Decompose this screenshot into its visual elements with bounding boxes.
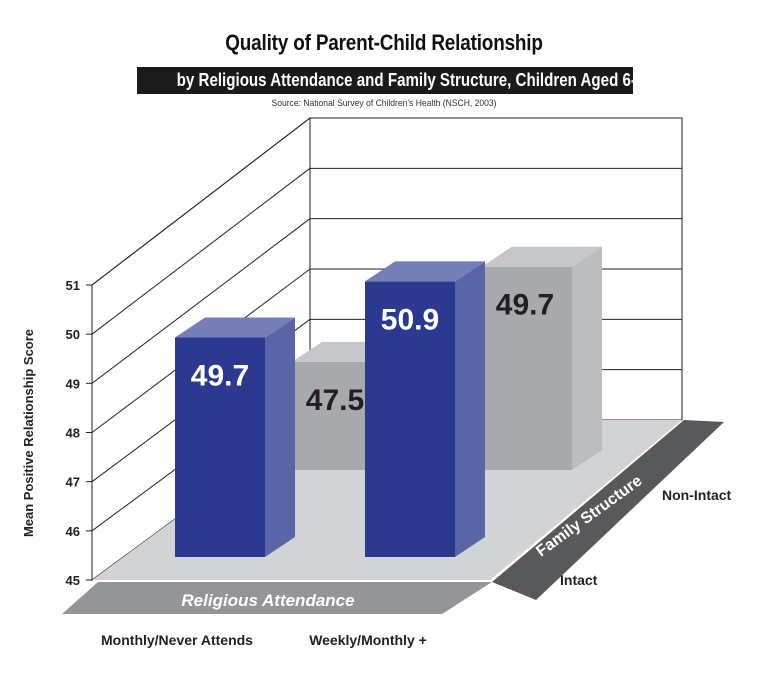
bar-non-intact-1-top [482, 246, 602, 267]
gridline-side [91, 167, 311, 335]
category-label-1: Weekly/Monthly + [309, 632, 427, 648]
y-tick-label: 46 [66, 524, 80, 539]
bar-intact-1-side [455, 261, 485, 557]
bar-intact-0-top [175, 317, 295, 338]
series-label-intact: Intact [560, 572, 598, 588]
depth-axis-band [492, 420, 724, 600]
bar-intact-0-side [265, 317, 295, 557]
x-axis-title: Religious Attendance [181, 591, 354, 610]
gridline-side [91, 218, 311, 384]
bar-intact-1 [365, 261, 485, 557]
y-tick-label: 49 [66, 376, 80, 391]
gridline-side [91, 117, 311, 286]
data-label-intact-1: 50.9 [381, 303, 439, 336]
bar-intact-1-top [365, 261, 485, 282]
data-label-non-intact-1: 49.7 [496, 289, 554, 322]
y-axis-title: Mean Positive Relationship Score [21, 329, 36, 537]
chart-bars [175, 246, 602, 557]
category-label-0: Monthly/Never Attends [101, 632, 253, 648]
bar-non-intact-1 [482, 246, 602, 470]
y-tick-label: 51 [66, 278, 80, 293]
chart-title: Quality of Parent-Child Relationship [225, 30, 543, 55]
y-tick-label: 47 [66, 475, 80, 490]
bar-non-intact-1-front [482, 266, 572, 470]
y-tick-label: 45 [66, 573, 80, 588]
chart-subtitle: by Religious Attendance and Family Struc… [176, 70, 653, 90]
bar-intact-0-front [175, 337, 265, 557]
chart-source: Source: National Survey of Children's He… [271, 98, 497, 109]
bar-non-intact-1-side [572, 246, 602, 470]
x-axis-band [62, 582, 492, 614]
series-label-non-intact: Non-Intact [662, 487, 732, 503]
data-label-intact-0: 49.7 [191, 359, 249, 392]
y-tick-label: 48 [66, 426, 80, 441]
data-label-non-intact-0: 47.5 [306, 384, 364, 417]
y-tick-label: 50 [66, 327, 80, 342]
bar-intact-1-front [365, 281, 455, 557]
bar-intact-0 [175, 317, 295, 557]
subtitle-bar: by Religious Attendance and Family Struc… [137, 67, 653, 94]
